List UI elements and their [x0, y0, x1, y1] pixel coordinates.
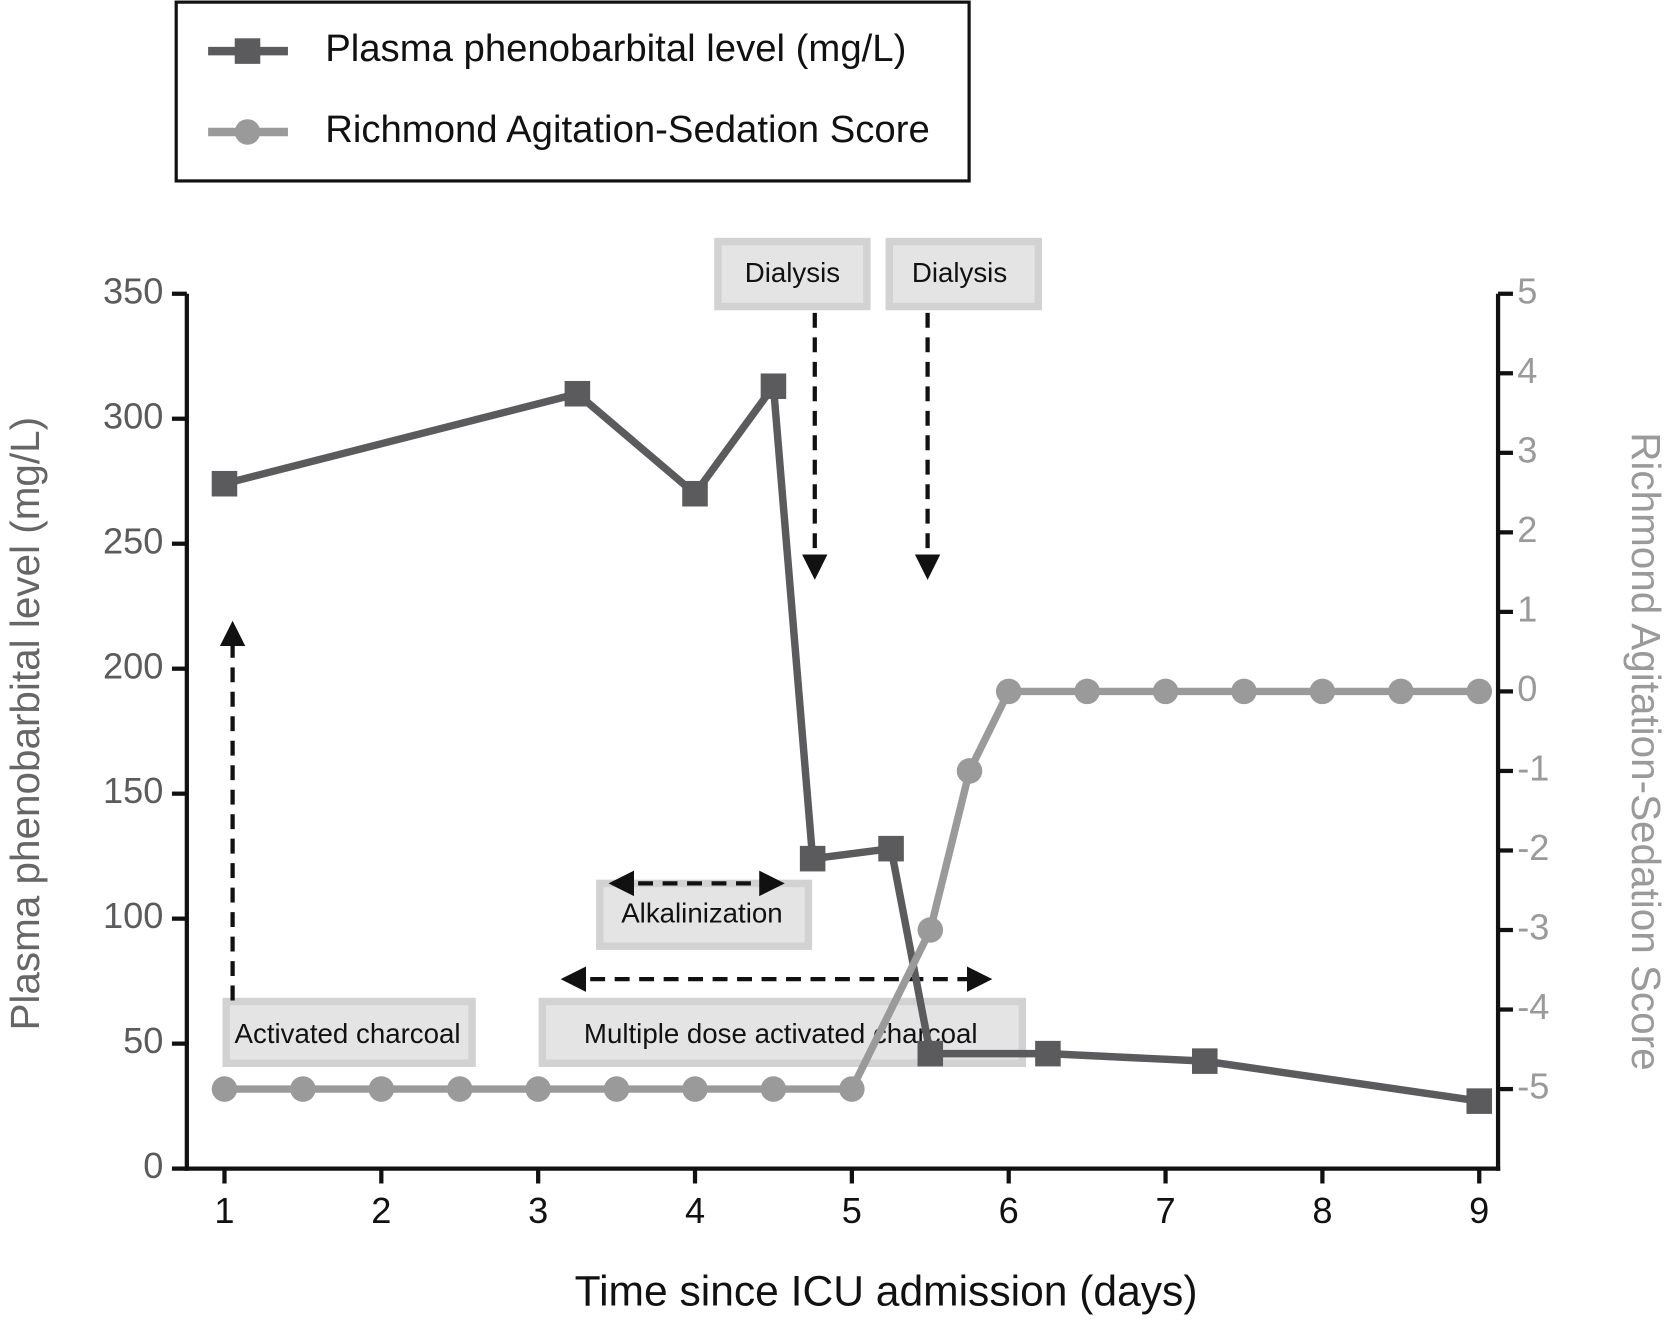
annotation: Dialysis [912, 257, 1007, 288]
series-line [223, 375, 1480, 1105]
y2-tick-label: 4 [1517, 350, 1537, 391]
data-point [290, 1076, 316, 1102]
legend-marker [234, 38, 261, 64]
series-line [224, 687, 1480, 1093]
y2-tick-label: 1 [1517, 588, 1537, 629]
y-tick-label: 50 [123, 1020, 163, 1061]
x-tick-label: 8 [1312, 1190, 1332, 1231]
data-point [446, 1076, 473, 1102]
data-point [603, 1076, 630, 1102]
x-tick-label: 1 [214, 1190, 234, 1231]
data-point [917, 917, 944, 943]
data-point [1309, 678, 1336, 705]
data-point [1074, 678, 1100, 705]
data-point [525, 1076, 551, 1102]
annotation: Activated charcoal [235, 1018, 461, 1049]
annotations: Dialysis Dialysis Alkalinization Activat… [219, 237, 1043, 1067]
y-tick-label: 0 [143, 1145, 163, 1186]
data-point [878, 835, 904, 862]
data-point [799, 845, 826, 872]
y-tick-label: 150 [103, 770, 163, 811]
data-point [1466, 1088, 1493, 1114]
data-point [368, 1076, 395, 1102]
data-point [564, 380, 591, 407]
y2-tick-label: 5 [1517, 270, 1537, 311]
x-axis-title: Time since ICU admission (days) [575, 1267, 1198, 1315]
y2-tick-label: -5 [1517, 1066, 1549, 1107]
data-point [1152, 678, 1179, 705]
data-point [682, 480, 708, 507]
legend-label: Plasma phenobarbital level (mg/L) [325, 27, 906, 70]
annotation-box [222, 997, 476, 1067]
y2-axis-title: Richmond Agitation-Sedation Score [1623, 432, 1669, 1070]
data-point [1466, 678, 1493, 705]
data-point [211, 1076, 238, 1102]
data-point [839, 1076, 865, 1102]
x-tick-label: 7 [1155, 1190, 1175, 1231]
y2-tick-label: -1 [1517, 748, 1549, 789]
x-tick-label: 3 [528, 1190, 548, 1231]
y-tick-label: 100 [103, 895, 163, 936]
y-tick-label: 300 [103, 395, 163, 436]
data-point [1388, 678, 1414, 705]
data-point [995, 678, 1022, 705]
x-tick-label: 9 [1469, 1190, 1489, 1231]
annotation: Alkalinization [621, 898, 782, 929]
y2-tick-label: -4 [1517, 986, 1549, 1027]
y-tick-label: 200 [103, 645, 163, 686]
data-point [682, 1076, 708, 1102]
legend-label: Richmond Agitation-Sedation Score [325, 108, 930, 151]
data-point [1231, 678, 1257, 705]
legend-marker [234, 119, 261, 145]
data-point [760, 1076, 787, 1102]
y2-tick-label: 2 [1517, 509, 1537, 550]
y2-tick-label: 3 [1517, 429, 1537, 470]
data-point [1191, 1048, 1218, 1074]
y-axis-title: Plasma phenobarbital level (mg/L) [2, 417, 48, 1031]
y2-tick-label: 0 [1517, 668, 1537, 709]
x-tick-label: 6 [999, 1190, 1019, 1231]
y2-tick-label: -2 [1517, 827, 1549, 868]
data-point [211, 470, 238, 497]
annotation-box [885, 237, 1043, 311]
x-tick-label: 2 [371, 1190, 391, 1231]
x-tick-label: 5 [842, 1190, 862, 1231]
x-tick-label: 4 [685, 1190, 705, 1231]
data-point [1035, 1040, 1061, 1067]
y-tick-label: 250 [103, 520, 163, 561]
data-point [760, 373, 787, 400]
annotation-box [714, 237, 871, 311]
legend: Plasma phenobarbital level (mg/L) Richmon… [208, 27, 930, 151]
annotation: Dialysis [745, 257, 840, 288]
data-point [956, 758, 983, 784]
y-tick-label: 350 [103, 270, 163, 311]
annotation: Multiple dose activated charcoal [584, 1018, 978, 1049]
data-point [917, 1040, 944, 1067]
legend-box [174, 0, 971, 183]
y2-tick-label: -3 [1517, 907, 1549, 948]
